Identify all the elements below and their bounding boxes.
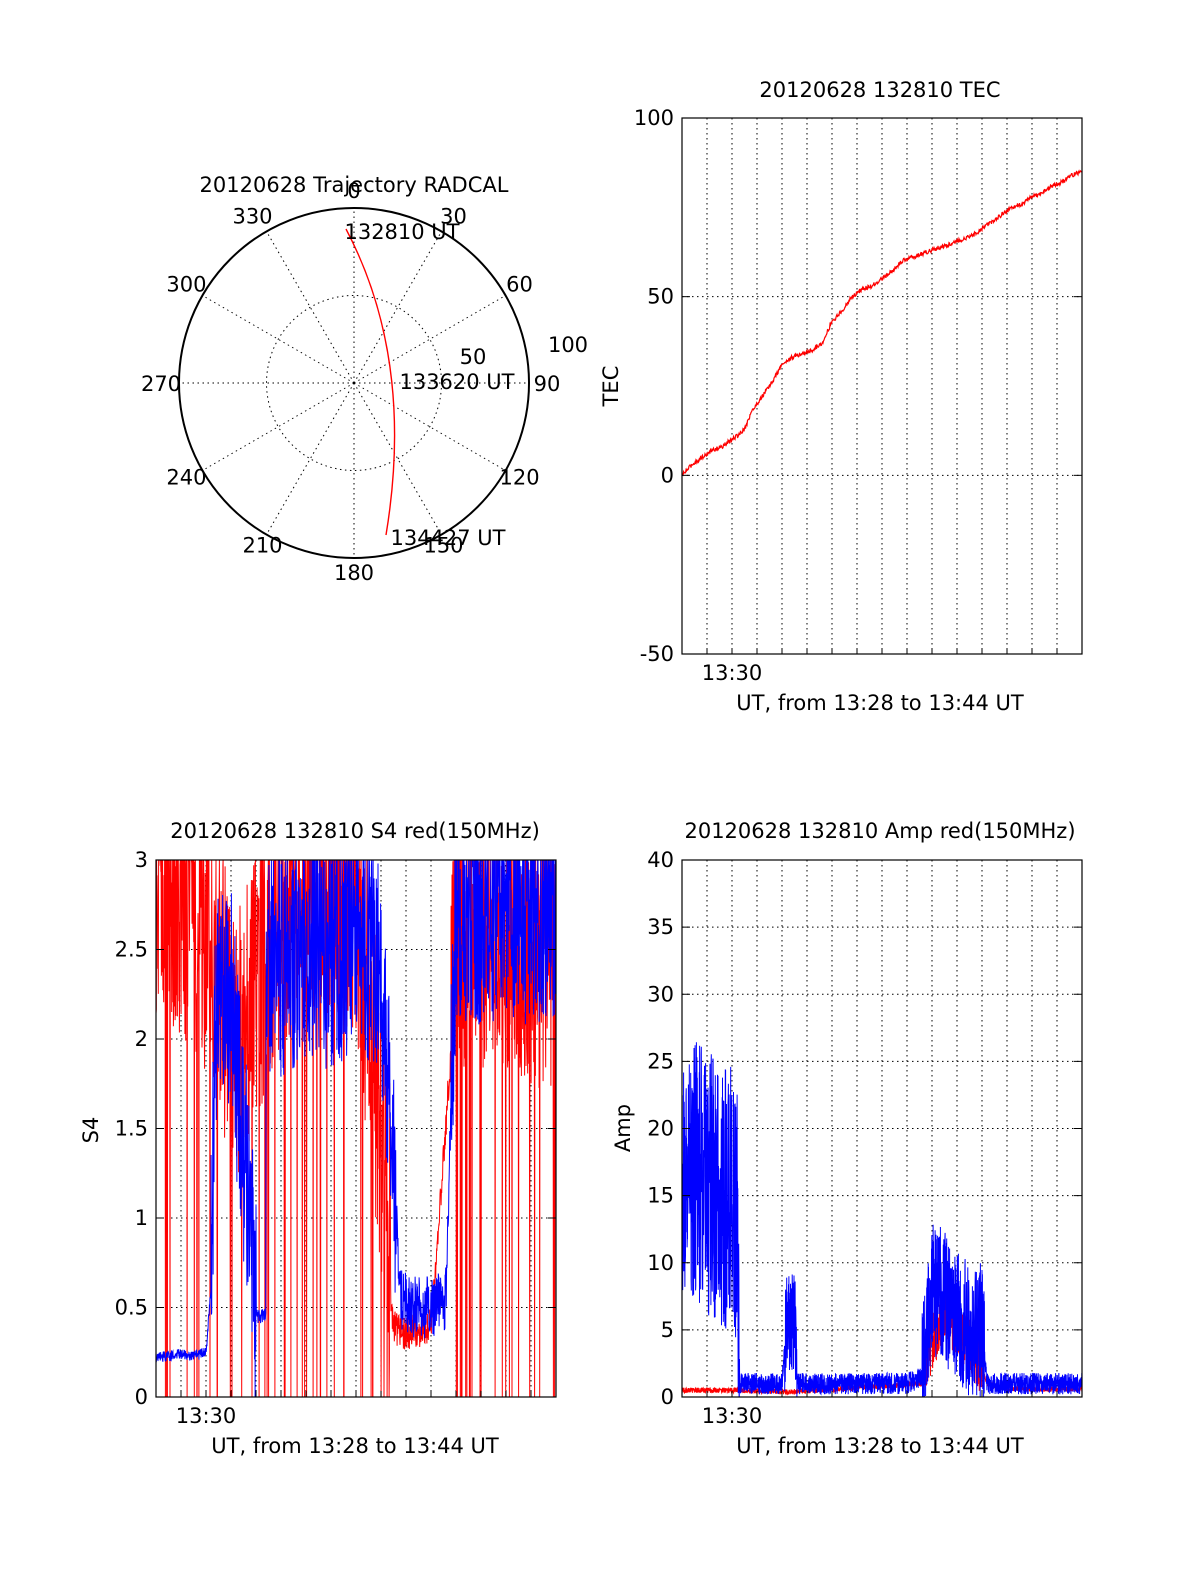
polar-outer-circle	[178, 207, 530, 559]
amp-ytick-label: 30	[647, 982, 674, 1006]
polar-trajectory-line	[345, 228, 396, 536]
polar-spoke	[353, 382, 506, 471]
polar-spoke	[266, 231, 355, 384]
polar-spoke	[353, 382, 442, 535]
amp-ylabel: Amp	[611, 1104, 635, 1152]
polar-trajectory-chart: 20120628 Trajectory RADCAL 0 30 60 90 120 150…	[141, 173, 588, 585]
s4-ytick-label: 1	[135, 1206, 148, 1230]
tec-plot-area	[682, 118, 1082, 654]
amp-ytick-label: 10	[647, 1251, 674, 1275]
amp-chart: 20120628 132810 Amp red(150MHz) UT, from…	[611, 819, 1083, 1458]
polar-grid	[178, 207, 530, 559]
s4-chart: 20120628 132810 S4 red(150MHz) UT, from …	[79, 819, 557, 1458]
amp-series-group	[682, 1042, 1082, 1397]
s4-ytick-label: 0.5	[115, 1296, 148, 1320]
amp-ytick-label: 25	[647, 1049, 674, 1073]
tec-ytick-label: 50	[647, 285, 674, 309]
s4-series-blue	[156, 860, 556, 1397]
polar-azimuth-label: 240	[166, 466, 206, 490]
polar-annotation: 132810 UT	[344, 220, 459, 244]
amp-plot-area	[682, 860, 1082, 1397]
s4-series-group	[156, 860, 556, 1397]
polar-spoke	[202, 382, 355, 471]
amp-ytick-label: 5	[661, 1318, 674, 1342]
s4-xtick-label: 13:30	[176, 1404, 237, 1428]
tec-title: 20120628 132810 TEC	[759, 78, 1000, 102]
s4-ytick-label: 3	[135, 848, 148, 872]
s4-xlabel: UT, from 13:28 to 13:44 UT	[211, 1434, 499, 1458]
tec-xlabel: UT, from 13:28 to 13:44 UT	[736, 691, 1024, 715]
tec-ytick-label: 100	[634, 106, 674, 130]
amp-xlabel: UT, from 13:28 to 13:44 UT	[736, 1434, 1024, 1458]
amp-ytick-label: 35	[647, 915, 674, 939]
s4-ytick-label: 1.5	[115, 1117, 148, 1141]
polar-azimuth-label: 330	[232, 204, 272, 228]
polar-azimuth-label: 180	[334, 561, 374, 585]
tec-ytick-label: -50	[640, 642, 674, 666]
s4-ytick-label: 2	[135, 1027, 148, 1051]
tec-series-group	[682, 169, 1082, 477]
polar-labels: 0 30 60 90 120 150 180 210 240 270 300 330 50 100 1328…	[141, 179, 588, 585]
polar-azimuth-label: 210	[242, 534, 282, 558]
polar-azimuth-label: 0	[347, 179, 360, 203]
s4-ylabel: S4	[79, 1117, 103, 1144]
polar-series	[345, 228, 396, 536]
tec-ylabel: TEC	[599, 366, 623, 408]
polar-azimuth-label: 30	[440, 204, 467, 228]
polar-azimuth-label: 60	[506, 273, 533, 297]
tec-series-red	[682, 169, 1082, 477]
polar-azimuth-label: 120	[500, 466, 540, 490]
s4-title: 20120628 132810 S4 red(150MHz)	[170, 819, 540, 843]
polar-spoke	[202, 295, 355, 384]
polar-azimuth-label: 150	[423, 534, 463, 558]
polar-annotation: 134427 UT	[390, 526, 505, 550]
amp-title: 20120628 132810 Amp red(150MHz)	[684, 819, 1075, 843]
amp-ytick-label: 0	[661, 1385, 674, 1409]
amp-ytick-label: 40	[647, 848, 674, 872]
amp-series-blue	[682, 1042, 1082, 1397]
amp-ytick-label: 15	[647, 1184, 674, 1208]
polar-azimuth-label: 270	[141, 372, 181, 396]
polar-title: 20120628 Trajectory RADCAL	[200, 173, 509, 197]
polar-spoke	[266, 382, 355, 535]
s4-ytick-label: 0	[135, 1385, 148, 1409]
tec-chart: 20120628 132810 TEC UT, from 13:28 to 13…	[599, 78, 1083, 715]
s4-ytick-label: 2.5	[115, 938, 148, 962]
tec-ytick-label: 0	[661, 463, 674, 487]
polar-azimuth-label: 300	[166, 273, 206, 297]
polar-spoke	[353, 231, 442, 384]
polar-spoke	[353, 295, 506, 384]
tec-xtick-label: 13:30	[702, 661, 763, 685]
polar-inner-circle	[266, 295, 442, 471]
polar-radial-label: 100	[548, 333, 588, 357]
polar-azimuth-label: 90	[534, 372, 561, 396]
amp-xtick-label: 13:30	[702, 1404, 763, 1428]
amp-ytick-label: 20	[647, 1117, 674, 1141]
polar-radial-label: 50	[460, 345, 487, 369]
polar-annotation: 133620 UT	[399, 370, 514, 394]
